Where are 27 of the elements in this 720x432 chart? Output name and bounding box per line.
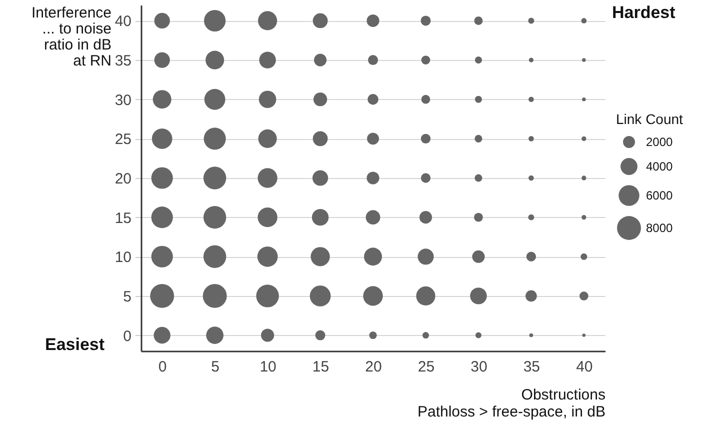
x-tick-label: 20 [365, 358, 382, 376]
x-tick-label: 0 [158, 358, 167, 376]
legend-title: Link Count [616, 111, 684, 127]
x-tick-label: 15 [312, 358, 330, 376]
legend-label: 8000 [646, 221, 674, 235]
legend-label: 6000 [646, 188, 674, 202]
y-tick-label: 10 [114, 249, 132, 266]
text: Hardest [612, 3, 676, 22]
x-tick-label: 25 [418, 358, 435, 376]
y-tick-label: 0 [123, 328, 132, 345]
x-tick-label: 10 [260, 358, 276, 376]
y-tick-label: 15 [114, 210, 132, 227]
y-axis-title: Interference ... to noise ratio in dB at RN [31, 4, 112, 70]
legend-label: 4000 [646, 160, 674, 174]
legend-label: 2000 [646, 135, 674, 149]
y-tick-label: 5 [123, 288, 132, 306]
y-tick-label: 20 [114, 170, 132, 188]
x-tick-label: 5 [211, 358, 220, 376]
y-tick-label: 25 [114, 131, 132, 148]
x-tick-label: 40 [576, 358, 593, 376]
text: Easiest [45, 335, 105, 354]
y-tick-label: 40 [114, 13, 132, 30]
y-tick-label: 35 [114, 52, 132, 70]
x-axis-title: Obstructions Pathloss > free-space, in dB [417, 386, 606, 420]
x-tick-label: 30 [470, 358, 488, 376]
y-tick-label: 30 [114, 92, 132, 109]
x-tick-label: 35 [523, 358, 540, 376]
